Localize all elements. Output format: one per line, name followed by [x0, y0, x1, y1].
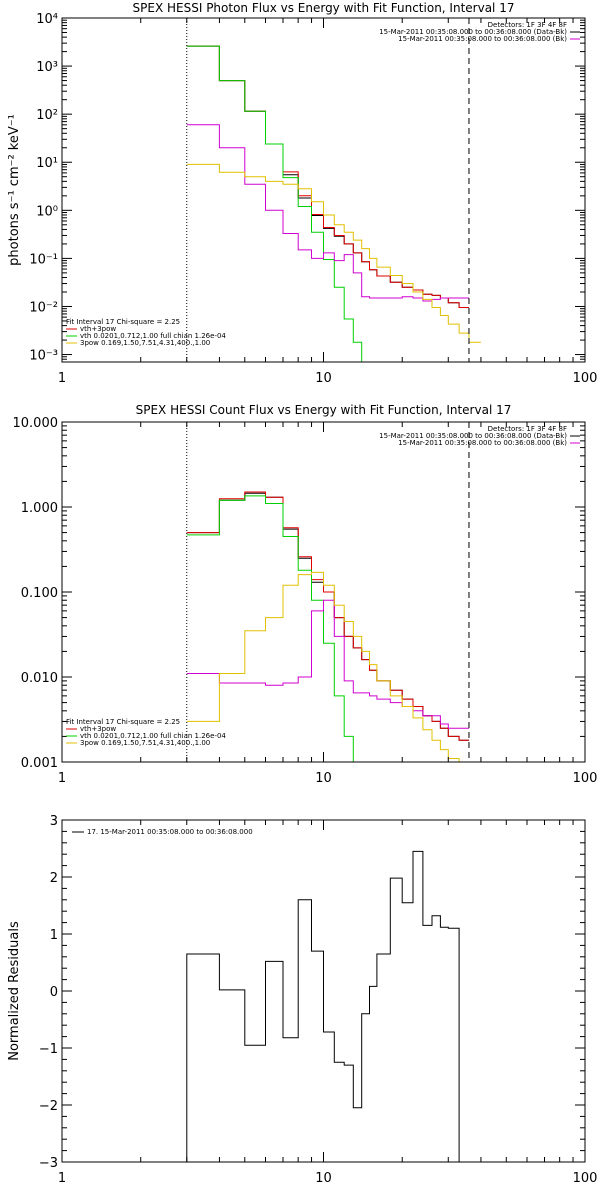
y-tick-label: 10³ [36, 60, 58, 75]
plot-frame [61, 17, 586, 363]
legend-top-right-line: 15-Mar-2011 00:35:08.000 to 00:36:08.000… [379, 432, 567, 440]
series-3-line [186, 45, 469, 362]
series-5-line [186, 571, 469, 762]
legend-bottom-left-line: vth 0.0201,0.712,1.00 full chian 1.26e-0… [80, 732, 226, 740]
y-axis-label: Normalized Residuals [7, 921, 22, 1061]
y-tick-label: −3 [39, 1156, 58, 1171]
legend-top-left-line: 17. 15-Mar-2011 00:35:08.000 to 00:36:08… [87, 828, 253, 836]
legend-bottom-left-line: vth+3pow [80, 725, 116, 733]
series-1-line [186, 850, 460, 1162]
y-tick-label: 10⁰ [36, 204, 58, 219]
series-1-line [186, 492, 469, 741]
series-1-line [186, 45, 469, 308]
chart-title: SPEX HESSI Photon Flux vs Energy with Fi… [133, 1, 515, 15]
x-tick-label: 100 [573, 1171, 598, 1186]
y-tick-label: 1 [50, 928, 58, 943]
x-tick-label: 1 [58, 1171, 66, 1186]
y-tick-label: 10⁻³ [29, 349, 58, 364]
y-tick-label: 1.000 [21, 501, 58, 516]
x-tick-label: 1 [58, 371, 66, 386]
y-tick-label: −1 [39, 1042, 58, 1057]
series-4-line [186, 599, 469, 729]
series-3-line [186, 495, 469, 762]
legend-top-right-line: 15-Mar-2011 00:35:08.000 to 00:36:08.000… [398, 439, 567, 447]
x-tick-label: 100 [573, 371, 598, 386]
series-2-line [186, 45, 469, 308]
legend-top-right-line: 15-Mar-2011 00:35:08.000 to 00:36:08.000… [379, 28, 567, 36]
legend-top-right-line: Detectors: 1F 3F 4F 8F [488, 425, 567, 433]
x-tick-label: 10 [315, 771, 332, 786]
chart-title: SPEX HESSI Count Flux vs Energy with Fit… [136, 403, 512, 417]
y-tick-label: 0.100 [21, 586, 58, 601]
series-2-line [186, 491, 469, 741]
y-tick-label: 0.001 [21, 756, 58, 771]
y-tick-label: 10.000 [13, 416, 59, 431]
legend-bottom-left-line: vth 0.0201,0.712,1.00 full chian 1.26e-0… [80, 332, 226, 340]
y-tick-label: 10⁴ [36, 12, 58, 27]
legend-bottom-left-line: Fit Interval 17 Chi-square = 2.25 [66, 318, 180, 326]
legend-bottom-left-line: vth+3pow [80, 325, 116, 333]
series-4-line [186, 124, 469, 302]
y-tick-label: 10² [36, 108, 58, 123]
legend-top-right-line: 15-Mar-2011 00:35:08.000 to 00:36:08.000… [398, 35, 567, 43]
y-tick-label: 0.010 [21, 671, 58, 686]
x-tick-label: 100 [573, 771, 598, 786]
x-tick-label: 1 [58, 771, 66, 786]
y-axis-label: photons s⁻¹ cm⁻² keV⁻¹ [7, 114, 22, 266]
legend-bottom-left-line: 3pow 0.169,1.50,7.51,4.31,400.,1.00 [80, 739, 210, 747]
y-tick-label: 10¹ [36, 156, 58, 171]
y-tick-label: 2 [50, 871, 58, 886]
legend-bottom-left-line: 3pow 0.169,1.50,7.51,4.31,400.,1.00 [80, 339, 210, 347]
y-tick-label: 3 [50, 814, 58, 829]
legend-bottom-left-line: Fit Interval 17 Chi-square = 2.25 [66, 718, 180, 726]
x-tick-label: 10 [315, 371, 332, 386]
x-tick-label: 10 [315, 1171, 332, 1186]
y-tick-label: −2 [39, 1099, 58, 1114]
series-5-line [186, 163, 481, 343]
y-tick-label: 0 [50, 985, 58, 1000]
y-tick-label: 10⁻¹ [29, 252, 58, 267]
y-tick-label: 10⁻² [29, 300, 58, 315]
legend-top-right-line: Detectors: 1F 3F 4F 8F [488, 21, 567, 29]
